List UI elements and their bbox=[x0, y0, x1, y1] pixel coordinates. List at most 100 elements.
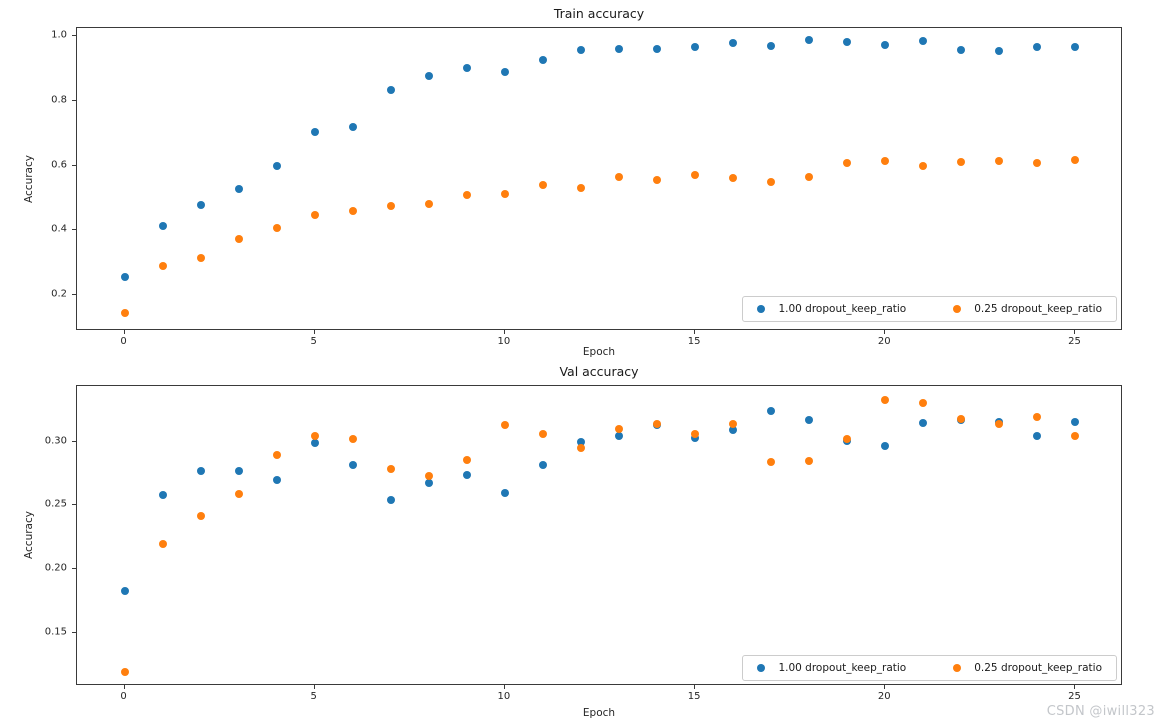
plot-area bbox=[76, 385, 1122, 685]
scatter-point bbox=[234, 235, 243, 244]
x-tick-label: 10 bbox=[497, 691, 511, 702]
legend-marker-icon bbox=[953, 305, 962, 313]
scatter-point bbox=[196, 511, 205, 520]
scatter-point bbox=[234, 184, 243, 193]
x-tick bbox=[1074, 330, 1076, 334]
plot-title: Train accuracy bbox=[553, 6, 645, 21]
scatter-point bbox=[120, 668, 129, 677]
x-tick-label: 0 bbox=[120, 336, 127, 347]
scatter-point bbox=[348, 460, 357, 469]
scatter-point bbox=[995, 157, 1004, 166]
scatter-point bbox=[691, 430, 700, 439]
x-tick bbox=[313, 685, 315, 689]
plot-title: Val accuracy bbox=[559, 364, 639, 379]
legend-label: 1.00 dropout_keep_ratio bbox=[778, 662, 907, 674]
scatter-point bbox=[120, 308, 129, 317]
scatter-point bbox=[919, 161, 928, 170]
x-tick bbox=[313, 330, 315, 334]
scatter-point bbox=[272, 476, 281, 485]
scatter-point bbox=[234, 467, 243, 476]
x-tick-label: 15 bbox=[687, 336, 701, 347]
x-tick-label: 5 bbox=[310, 691, 317, 702]
scatter-point bbox=[196, 467, 205, 476]
scatter-point bbox=[615, 431, 624, 440]
y-tick bbox=[72, 99, 76, 101]
scatter-point bbox=[767, 177, 776, 186]
scatter-point bbox=[424, 478, 433, 487]
scatter-point bbox=[310, 127, 319, 136]
scatter-point bbox=[310, 439, 319, 448]
y-tick bbox=[72, 504, 76, 506]
scatter-point bbox=[691, 43, 700, 52]
scatter-point bbox=[1033, 158, 1042, 167]
y-tick bbox=[72, 35, 76, 37]
scatter-point bbox=[500, 68, 509, 77]
val-accuracy-plot: Val accuracy Accuracy Epoch 1.00 dropout… bbox=[23, 364, 1122, 719]
scatter-point bbox=[881, 441, 890, 450]
x-tick bbox=[503, 330, 505, 334]
watermark: CSDN @iwill323 bbox=[1046, 704, 1155, 719]
scatter-point bbox=[957, 157, 966, 166]
x-tick bbox=[123, 330, 125, 334]
scatter-point bbox=[767, 41, 776, 50]
y-tick bbox=[72, 294, 76, 296]
x-tick-label: 5 bbox=[310, 336, 317, 347]
scatter-point bbox=[386, 202, 395, 211]
legend-label: 1.00 dropout_keep_ratio bbox=[778, 303, 907, 315]
scatter-point bbox=[1071, 417, 1080, 426]
scatter-point bbox=[1071, 431, 1080, 440]
scatter-point bbox=[500, 189, 509, 198]
scatter-point bbox=[234, 490, 243, 499]
x-axis-label: Epoch bbox=[582, 346, 616, 358]
scatter-point bbox=[576, 444, 585, 453]
legend-marker-icon bbox=[953, 664, 962, 672]
scatter-point bbox=[500, 421, 509, 430]
x-tick bbox=[694, 685, 696, 689]
x-tick bbox=[884, 330, 886, 334]
legend-entry: 0.25 dropout_keep_ratio bbox=[953, 662, 1102, 674]
legend-label: 0.25 dropout_keep_ratio bbox=[974, 303, 1102, 315]
scatter-point bbox=[272, 450, 281, 459]
scatter-point bbox=[653, 45, 662, 54]
legend: 1.00 dropout_keep_ratio 0.25 dropout_keep… bbox=[742, 655, 1117, 681]
scatter-point bbox=[1033, 412, 1042, 421]
y-axis-label: Accuracy bbox=[23, 511, 35, 559]
scatter-point bbox=[120, 586, 129, 595]
train-accuracy-plot: Train accuracy Accuracy Epoch 1.00 dropo… bbox=[23, 6, 1122, 358]
legend-label: 0.25 dropout_keep_ratio bbox=[974, 662, 1102, 674]
scatter-point bbox=[310, 211, 319, 220]
scatter-point bbox=[919, 36, 928, 45]
scatter-point bbox=[158, 222, 167, 231]
scatter-point bbox=[881, 156, 890, 165]
x-tick-label: 10 bbox=[497, 336, 511, 347]
scatter-point bbox=[348, 123, 357, 132]
scatter-point bbox=[386, 86, 395, 95]
x-tick-label: 20 bbox=[877, 691, 891, 702]
scatter-point bbox=[272, 161, 281, 170]
scatter-point bbox=[1071, 42, 1080, 51]
scatter-point bbox=[462, 64, 471, 73]
y-tick-label: 0.6 bbox=[51, 159, 67, 171]
y-tick bbox=[72, 440, 76, 442]
scatter-point bbox=[538, 55, 547, 64]
scatter-point bbox=[158, 261, 167, 270]
legend-marker-icon bbox=[757, 305, 766, 313]
scatter-point bbox=[805, 457, 814, 465]
scatter-point bbox=[729, 426, 738, 435]
scatter-point bbox=[843, 37, 852, 46]
legend: 1.00 dropout_keep_ratio 0.25 dropout_keep… bbox=[742, 296, 1117, 322]
scatter-point bbox=[919, 418, 928, 427]
scatter-point bbox=[576, 183, 585, 192]
scatter-point bbox=[615, 425, 624, 434]
scatter-point bbox=[158, 539, 167, 548]
x-tick bbox=[1074, 685, 1076, 689]
x-tick bbox=[884, 685, 886, 689]
scatter-point bbox=[462, 470, 471, 479]
y-tick-label: 0.8 bbox=[51, 94, 67, 106]
scatter-point bbox=[919, 398, 928, 407]
scatter-point bbox=[196, 201, 205, 210]
scatter-point bbox=[729, 420, 738, 429]
scatter-point bbox=[386, 464, 395, 473]
legend-marker-icon bbox=[757, 664, 766, 672]
scatter-point bbox=[843, 435, 852, 444]
